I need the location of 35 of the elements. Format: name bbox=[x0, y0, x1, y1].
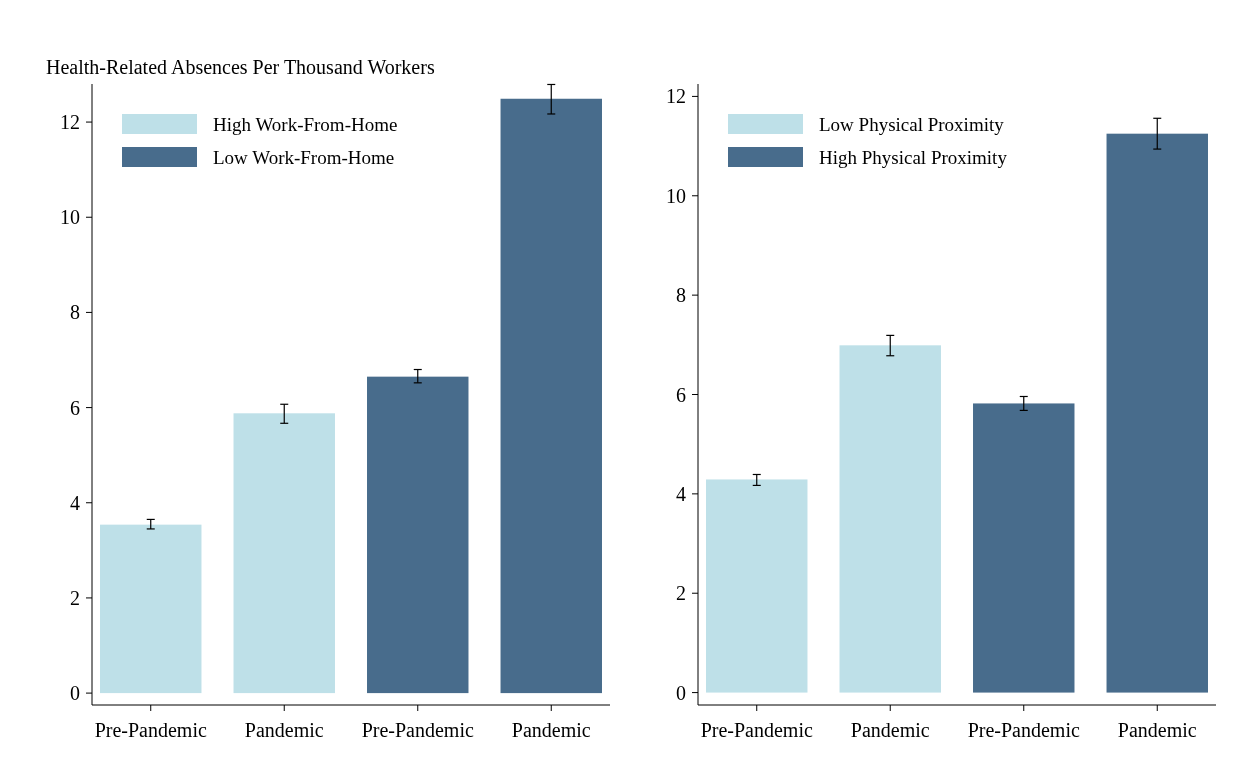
x-tick-label: Pre-Pandemic bbox=[94, 719, 207, 741]
x-tick-label: Pandemic bbox=[1117, 719, 1197, 741]
y-tick-label: 8 bbox=[70, 301, 80, 324]
bar bbox=[500, 98, 602, 694]
x-tick-label: Pandemic bbox=[511, 719, 591, 741]
y-tick-label: 2 bbox=[70, 586, 80, 609]
bar bbox=[100, 524, 202, 694]
y-tick-label: 4 bbox=[676, 482, 686, 505]
legend-label: High Work-From-Home bbox=[213, 113, 398, 135]
y-tick-label: 6 bbox=[676, 383, 686, 406]
bar bbox=[973, 403, 1075, 693]
bar bbox=[839, 345, 941, 693]
y-tick-label: 0 bbox=[70, 682, 80, 705]
x-tick-label: Pandemic bbox=[244, 719, 324, 741]
x-tick-label: Pre-Pandemic bbox=[361, 719, 474, 741]
y-tick-label: 10 bbox=[60, 206, 80, 229]
x-tick-label: Pandemic bbox=[850, 719, 930, 741]
legend-label: Low Physical Proximity bbox=[819, 113, 1005, 135]
bar bbox=[233, 413, 335, 694]
y-tick-label: 12 bbox=[60, 111, 80, 134]
y-tick-label: 0 bbox=[676, 681, 686, 704]
x-tick-label: Pre-Pandemic bbox=[967, 719, 1080, 741]
legend-label: High Physical Proximity bbox=[819, 146, 1008, 168]
y-tick-label: 12 bbox=[666, 85, 686, 108]
y-tick-label: 2 bbox=[676, 582, 686, 605]
y-tick-label: 8 bbox=[676, 284, 686, 307]
y-tick-label: 6 bbox=[70, 396, 80, 419]
x-tick-label: Pre-Pandemic bbox=[700, 719, 813, 741]
y-tick-label: 4 bbox=[70, 491, 80, 514]
y-tick-label: 10 bbox=[666, 184, 686, 207]
bar bbox=[706, 479, 808, 693]
bar bbox=[1106, 133, 1208, 693]
legend-label: Low Work-From-Home bbox=[213, 146, 395, 168]
bar bbox=[367, 376, 469, 694]
chart-title: Health-Related Absences Per Thousand Workers bbox=[46, 56, 435, 78]
